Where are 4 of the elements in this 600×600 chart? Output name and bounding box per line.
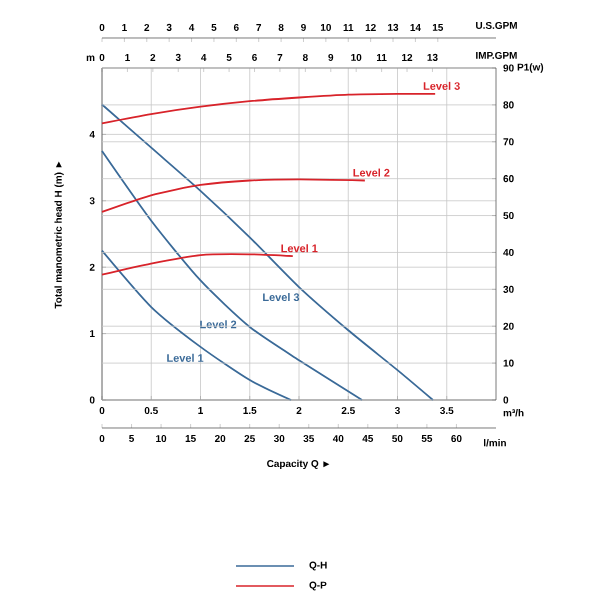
line-series <box>101 178 366 213</box>
line-series <box>101 249 293 401</box>
line-series <box>101 92 437 125</box>
line-series <box>101 253 294 276</box>
